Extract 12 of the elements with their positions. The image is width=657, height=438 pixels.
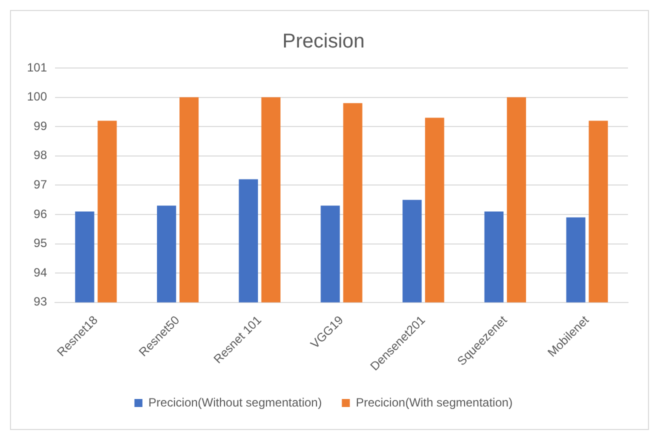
y-tick-label: 96 [34, 206, 48, 221]
y-tick-label: 98 [34, 148, 48, 162]
chart-title: Precision [282, 30, 365, 53]
y-tick-label: 100 [26, 90, 48, 104]
y-tick-label: 101 [26, 60, 48, 74]
y-tick-label: 94 [34, 265, 48, 280]
y-tick-label: 97 [34, 177, 48, 192]
legend-label: Precicion(With segmentation) [356, 395, 513, 410]
y-tick-label: 93 [34, 294, 48, 309]
y-tick-label: 99 [34, 118, 48, 133]
y-tick-label: 95 [34, 236, 48, 250]
legend-label: Precicion(Without segmentation) [148, 395, 322, 410]
